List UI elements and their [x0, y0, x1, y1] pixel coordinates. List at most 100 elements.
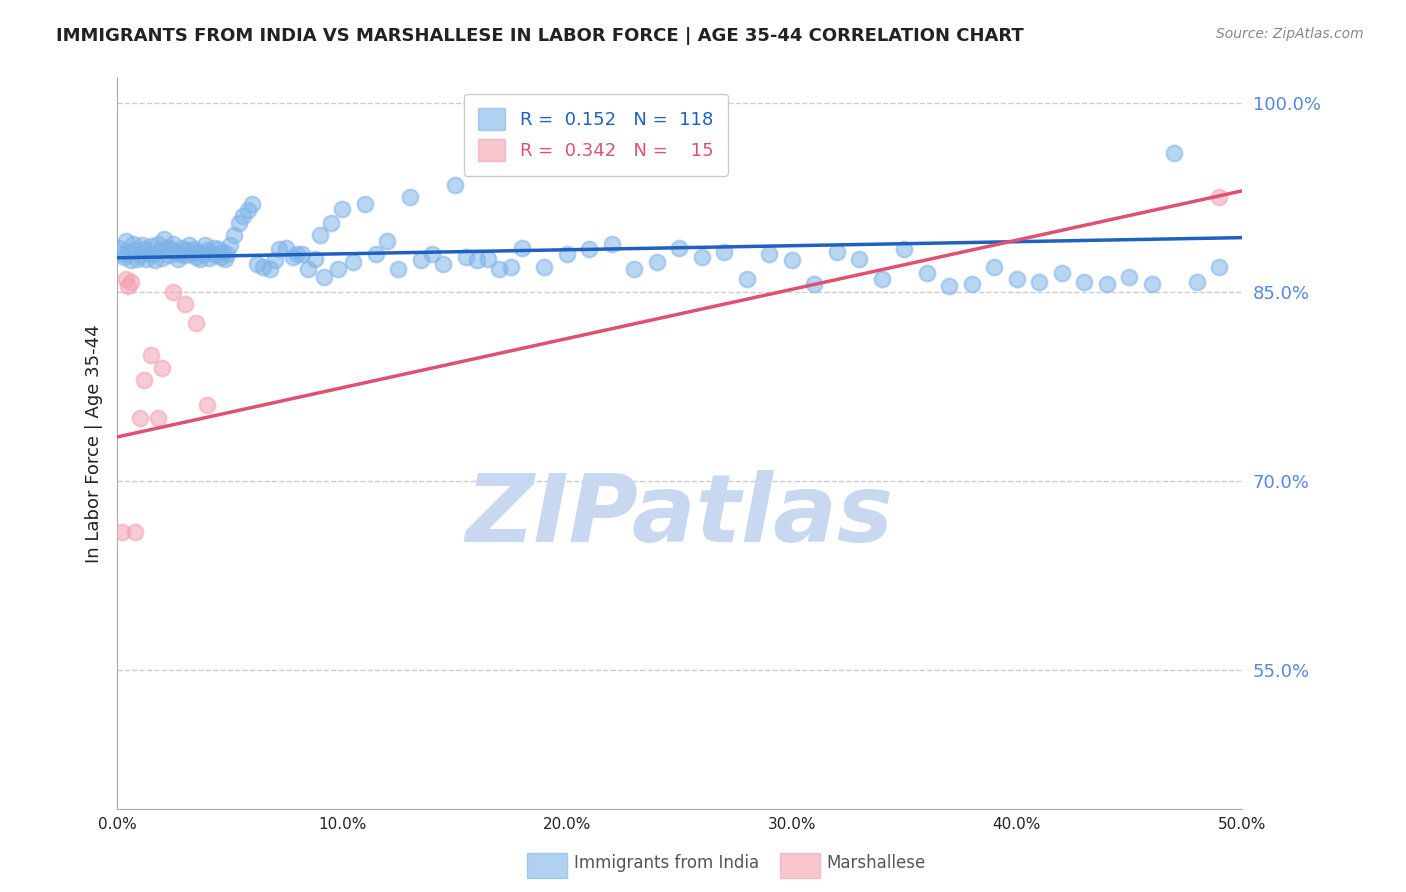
Point	[146, 411, 169, 425]
Point	[1163, 146, 1185, 161]
Point	[312, 269, 335, 284]
Point	[668, 241, 690, 255]
Point	[735, 272, 758, 286]
Point	[184, 317, 207, 331]
Point	[172, 241, 194, 255]
Point	[825, 244, 848, 259]
Point	[443, 178, 465, 192]
Point	[499, 260, 522, 274]
Point	[134, 242, 156, 256]
Point	[117, 244, 139, 259]
Point	[488, 262, 510, 277]
Point	[291, 247, 314, 261]
Point	[600, 236, 623, 251]
Point	[217, 247, 239, 261]
Point	[510, 241, 533, 255]
Point	[127, 252, 149, 266]
Point	[938, 278, 960, 293]
Point	[139, 348, 162, 362]
Point	[252, 260, 274, 274]
Text: Immigrants from India: Immigrants from India	[574, 855, 759, 872]
Point	[195, 244, 218, 258]
Point	[111, 247, 134, 261]
Point	[135, 252, 157, 266]
Point	[375, 235, 398, 249]
Point	[112, 250, 135, 264]
Point	[179, 238, 201, 252]
Point	[330, 202, 353, 216]
Point	[319, 215, 342, 229]
Point	[198, 251, 221, 265]
Point	[1208, 190, 1230, 204]
Point	[146, 236, 169, 251]
Point	[983, 260, 1005, 274]
Point	[409, 253, 432, 268]
Point	[183, 242, 205, 256]
Point	[117, 278, 139, 293]
Point	[353, 196, 375, 211]
Point	[246, 257, 269, 271]
Point	[209, 250, 232, 264]
Point	[190, 252, 212, 266]
Point	[115, 235, 138, 249]
Point	[848, 252, 870, 266]
Point	[122, 236, 145, 251]
Point	[690, 250, 713, 264]
Point	[1140, 277, 1163, 292]
Point	[533, 260, 555, 274]
Point	[214, 252, 236, 266]
Point	[212, 244, 235, 259]
Point	[1118, 269, 1140, 284]
Point	[156, 241, 179, 255]
Point	[131, 238, 153, 252]
Point	[150, 251, 173, 265]
Point	[893, 242, 915, 256]
Point	[1005, 272, 1028, 286]
Point	[149, 244, 172, 258]
Point	[138, 245, 160, 260]
Legend: R =  0.152   N =  118, R =  0.342   N =    15: R = 0.152 N = 118, R = 0.342 N = 15	[464, 94, 727, 176]
Point	[477, 252, 499, 266]
Text: Marshallese: Marshallese	[827, 855, 927, 872]
Point	[120, 275, 142, 289]
Point	[184, 250, 207, 264]
Point	[308, 228, 330, 243]
Point	[108, 241, 131, 255]
Point	[111, 524, 134, 539]
Point	[285, 247, 308, 261]
Point	[780, 253, 803, 268]
Point	[578, 242, 600, 256]
Point	[1185, 275, 1208, 289]
Point	[870, 272, 893, 286]
Point	[758, 247, 780, 261]
Point	[180, 247, 202, 261]
Point	[1095, 277, 1118, 292]
Point	[297, 262, 319, 277]
Point	[120, 253, 142, 268]
Point	[364, 247, 387, 261]
Point	[157, 248, 180, 262]
Point	[173, 297, 195, 311]
Point	[162, 285, 184, 299]
Point	[281, 250, 304, 264]
Point	[187, 244, 209, 259]
Point	[128, 411, 150, 425]
Point	[645, 254, 668, 268]
Point	[201, 245, 224, 260]
Point	[803, 277, 825, 292]
Point	[1073, 275, 1095, 289]
Point	[207, 242, 229, 256]
Point	[432, 257, 454, 271]
Point	[139, 239, 162, 253]
Point	[160, 242, 183, 256]
Point	[713, 244, 735, 259]
Point	[342, 254, 364, 268]
Point	[259, 262, 281, 277]
Point	[153, 232, 176, 246]
Point	[1028, 275, 1050, 289]
Point	[145, 253, 167, 268]
Point	[454, 250, 477, 264]
Point	[1050, 266, 1073, 280]
Point	[176, 244, 198, 258]
Text: IMMIGRANTS FROM INDIA VS MARSHALLESE IN LABOR FORCE | AGE 35-44 CORRELATION CHAR: IMMIGRANTS FROM INDIA VS MARSHALLESE IN …	[56, 27, 1024, 45]
